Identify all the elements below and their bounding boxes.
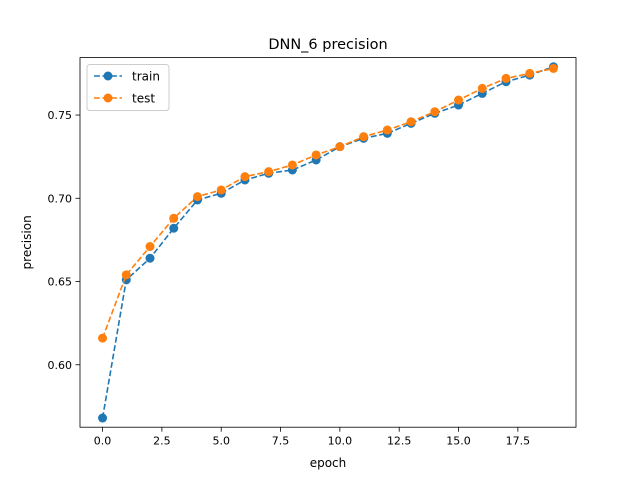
x-tick-label: 7.5: [272, 435, 290, 448]
data-point-test: [121, 270, 131, 280]
data-point-test: [287, 160, 297, 170]
y-tick-label: 0.70: [48, 192, 73, 205]
legend-label-test: test: [132, 92, 155, 106]
series-layer: [98, 62, 558, 423]
data-point-test: [192, 192, 202, 202]
y-tick-label: 0.60: [48, 359, 73, 372]
legend: train test: [86, 64, 170, 111]
data-point-train: [98, 413, 108, 423]
data-point-test: [454, 95, 464, 105]
data-point-train: [145, 253, 155, 263]
y-tick-label: 0.75: [48, 109, 73, 122]
chart-title: DNN_6 precision: [268, 37, 387, 53]
data-point-test: [406, 117, 416, 127]
x-axis: 0.0 2.5 5.0 7.5 10.0 12.5 15.0 17.5: [94, 427, 530, 448]
legend-label-train: train: [132, 70, 160, 84]
series-line-test: [101, 67, 554, 339]
data-point-test: [145, 242, 155, 252]
data-point-test: [548, 63, 558, 73]
data-point-test: [311, 150, 321, 160]
y-axis: 0.60 0.65 0.70 0.75: [48, 109, 80, 372]
x-tick-label: 10.0: [328, 435, 353, 448]
x-axis-label: epoch: [310, 456, 347, 470]
y-axis-label: precision: [20, 215, 34, 269]
x-tick-label: 0.0: [94, 435, 112, 448]
series-test: [98, 63, 558, 343]
data-point-test: [525, 68, 535, 78]
data-point-test: [240, 172, 250, 182]
data-point-test: [264, 167, 274, 177]
data-point-test: [216, 185, 226, 195]
legend-entry-train: train: [94, 70, 160, 84]
data-point-test: [477, 83, 487, 93]
legend-entry-test: test: [94, 92, 155, 106]
x-tick-label: 15.0: [446, 435, 471, 448]
data-point-test: [382, 125, 392, 135]
y-tick-label: 0.65: [48, 276, 73, 289]
x-tick-label: 5.0: [212, 435, 230, 448]
data-point-test: [169, 213, 179, 223]
plot-area-frame: [79, 57, 577, 428]
data-point-test: [98, 333, 108, 343]
data-point-test: [335, 142, 345, 152]
legend-marker-train: [103, 71, 113, 81]
data-point-train: [169, 223, 179, 233]
data-point-test: [359, 132, 369, 142]
x-tick-label: 2.5: [153, 435, 171, 448]
legend-marker-test: [103, 93, 113, 103]
x-tick-label: 12.5: [387, 435, 412, 448]
data-point-test: [430, 107, 440, 117]
data-point-test: [501, 73, 511, 83]
x-tick-label: 17.5: [506, 435, 531, 448]
